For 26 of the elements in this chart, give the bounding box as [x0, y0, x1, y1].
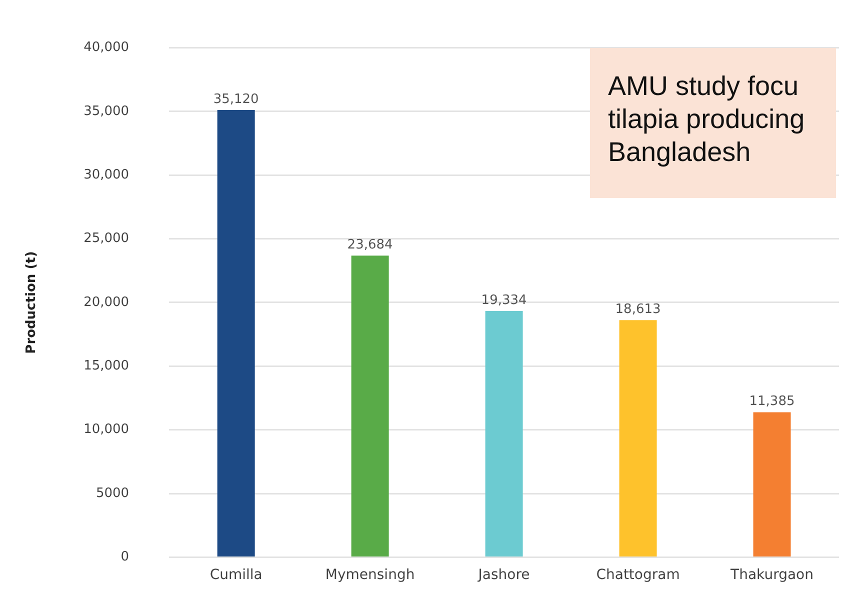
x-tick-label: Thakurgaon — [730, 567, 814, 584]
data-label: 18,613 — [615, 302, 661, 318]
y-tick-label: 5000 — [96, 486, 130, 501]
bar — [619, 320, 657, 556]
y-tick-label: 40,000 — [84, 40, 130, 56]
data-label: 35,120 — [213, 92, 259, 107]
bar — [217, 110, 255, 556]
bar — [753, 412, 791, 556]
annotation: AMU study focu tilapia producing Bangladesh — [590, 48, 836, 198]
y-tick-label: 10,000 — [84, 422, 130, 438]
y-tick-label: 30,000 — [84, 168, 130, 183]
x-tick-label: Mymensingh — [325, 567, 415, 584]
data-label: 11,385 — [749, 394, 795, 410]
y-axis-title: Production (t) — [24, 251, 40, 354]
y-tick-label: 35,000 — [84, 104, 130, 119]
bar — [351, 256, 389, 556]
data-label: 23,684 — [347, 237, 393, 252]
y-tick-label: 0 — [120, 550, 130, 565]
x-tick-label: Cumilla — [210, 567, 262, 584]
x-tick-label: Jashore — [477, 567, 530, 584]
data-label: 19,334 — [481, 292, 527, 308]
bar — [485, 310, 523, 556]
y-tick-label: 25,000 — [84, 231, 130, 246]
y-tick-label: 20,000 — [84, 294, 130, 310]
x-tick-label: Chattogram — [596, 567, 680, 584]
y-tick-label: 15,000 — [84, 358, 130, 374]
